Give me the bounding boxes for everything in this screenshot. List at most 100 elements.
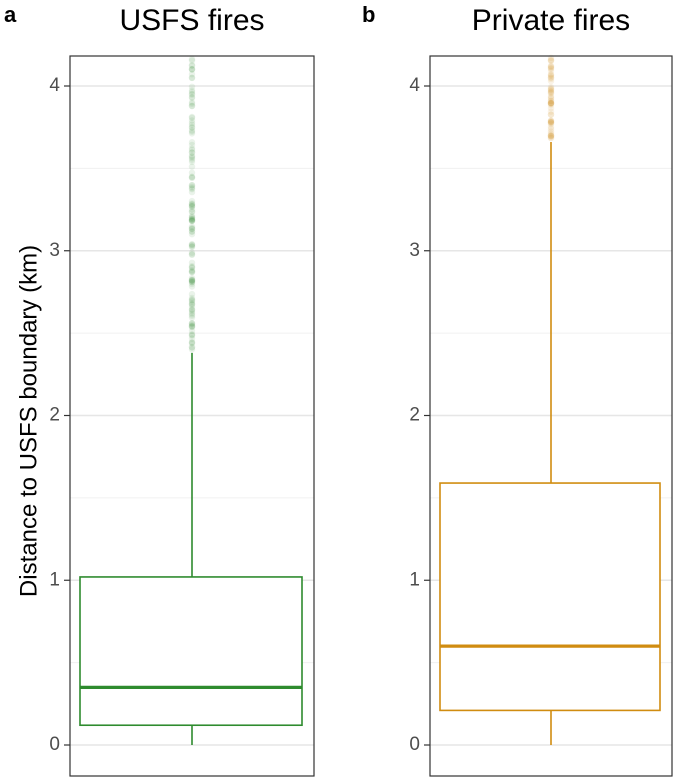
outlier-point bbox=[188, 310, 196, 318]
outlier-point bbox=[188, 55, 196, 63]
outlier-point bbox=[547, 119, 555, 126]
outlier-point bbox=[188, 208, 196, 215]
outlier-point bbox=[547, 128, 555, 135]
outlier-point bbox=[188, 283, 196, 290]
outlier-point bbox=[188, 114, 196, 121]
outlier-point bbox=[188, 201, 196, 208]
outlier-point bbox=[547, 85, 555, 92]
outlier-point bbox=[547, 125, 555, 133]
outlier-point bbox=[188, 102, 196, 110]
outlier-point bbox=[188, 201, 196, 208]
outlier-point bbox=[188, 230, 196, 238]
outlier-point bbox=[188, 307, 196, 315]
outlier-point bbox=[188, 331, 196, 338]
outlier-point bbox=[188, 119, 196, 127]
outlier-point bbox=[188, 139, 196, 146]
outlier-point bbox=[188, 102, 196, 110]
outlier-point bbox=[547, 56, 555, 64]
outlier-point bbox=[188, 279, 196, 286]
outlier-point bbox=[547, 72, 555, 80]
outlier-point bbox=[547, 132, 555, 139]
outlier-point bbox=[188, 240, 196, 248]
outlier-point bbox=[188, 228, 196, 235]
outlier-point bbox=[188, 117, 196, 124]
outlier-point bbox=[188, 335, 196, 342]
outlier-point bbox=[188, 88, 196, 96]
outlier-point bbox=[188, 216, 196, 223]
outlier-point bbox=[188, 339, 196, 346]
outlier-point bbox=[188, 267, 196, 274]
panel-a-letter: a bbox=[4, 2, 17, 27]
outlier-point bbox=[188, 149, 196, 156]
outlier-point bbox=[188, 128, 196, 135]
panel-a-title: USFS fires bbox=[119, 4, 264, 37]
outlier-point bbox=[188, 296, 196, 304]
outlier-point bbox=[188, 145, 196, 152]
outlier-point bbox=[188, 251, 196, 258]
outlier-point bbox=[188, 274, 196, 282]
outlier-point bbox=[188, 127, 196, 134]
outlier-point bbox=[188, 61, 196, 69]
outlier-point bbox=[188, 323, 196, 330]
outlier-point bbox=[547, 71, 555, 79]
outlier-point bbox=[188, 264, 196, 271]
outlier-point bbox=[547, 89, 555, 97]
outlier-point bbox=[188, 225, 196, 232]
outlier-point bbox=[188, 303, 196, 311]
outlier-point bbox=[188, 158, 196, 166]
outlier-point bbox=[188, 74, 196, 82]
outlier-point bbox=[547, 134, 555, 142]
outlier-point bbox=[547, 119, 555, 126]
outlier-point bbox=[188, 217, 196, 225]
outlier-point bbox=[188, 203, 196, 210]
outlier-point bbox=[188, 174, 196, 181]
panel-b-box bbox=[439, 482, 661, 712]
outlier-point bbox=[188, 100, 196, 107]
outlier-point bbox=[547, 86, 555, 93]
outlier-point bbox=[188, 197, 196, 205]
outlier-point bbox=[188, 141, 196, 149]
outlier-point bbox=[547, 123, 555, 131]
outlier-point bbox=[547, 117, 555, 124]
panel-a-box bbox=[79, 576, 303, 727]
outlier-point bbox=[547, 134, 555, 142]
outlier-point bbox=[188, 306, 196, 313]
panel-a-y-ticks: 0 1 2 3 4 bbox=[49, 75, 70, 755]
outlier-point bbox=[188, 243, 196, 251]
outlier-point bbox=[188, 70, 196, 78]
y-axis-title: Distance to USFS boundary (km) bbox=[15, 245, 42, 597]
y-tick-label: 1 bbox=[409, 569, 420, 590]
y-tick-label: 2 bbox=[49, 405, 60, 426]
outlier-point bbox=[188, 268, 196, 276]
outlier-point bbox=[188, 183, 196, 191]
outlier-point bbox=[547, 90, 555, 97]
outlier-point bbox=[547, 67, 555, 75]
panel-a: a USFS fires 0 1 2 3 4 bbox=[4, 2, 315, 777]
outlier-point bbox=[188, 262, 196, 270]
outlier-point bbox=[547, 94, 555, 101]
panel-b-letter: b bbox=[362, 2, 375, 27]
outlier-point bbox=[547, 132, 555, 140]
outlier-point bbox=[547, 62, 555, 69]
y-tick-label: 0 bbox=[409, 734, 420, 755]
outlier-point bbox=[188, 121, 196, 128]
outlier-point bbox=[188, 152, 196, 160]
outlier-point bbox=[547, 100, 555, 107]
panel-b: b Private fires 0 1 2 3 4 bbox=[362, 2, 673, 777]
outlier-point bbox=[188, 83, 196, 90]
outlier-point bbox=[547, 75, 555, 83]
outlier-point bbox=[188, 228, 196, 235]
outlier-point bbox=[188, 294, 196, 302]
outlier-point bbox=[188, 206, 196, 213]
outlier-point bbox=[188, 74, 196, 81]
outlier-point bbox=[188, 331, 196, 339]
y-tick-label: 2 bbox=[409, 405, 420, 426]
outlier-point bbox=[547, 88, 555, 95]
outlier-point bbox=[188, 217, 196, 224]
outlier-point bbox=[188, 203, 196, 210]
outlier-point bbox=[188, 156, 196, 164]
outlier-point bbox=[188, 278, 196, 286]
outlier-point bbox=[188, 290, 196, 298]
outlier-point bbox=[547, 86, 555, 94]
y-tick-label: 3 bbox=[49, 240, 60, 261]
